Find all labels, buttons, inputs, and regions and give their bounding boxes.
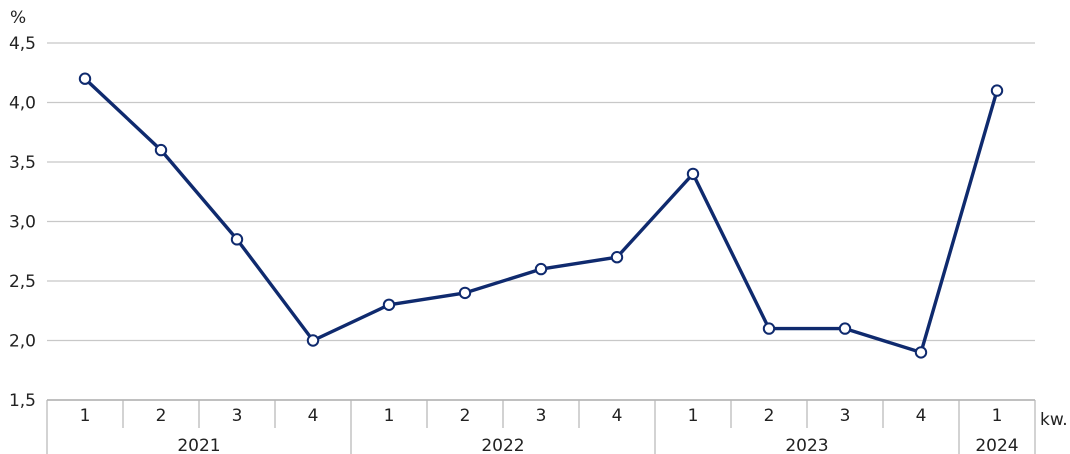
x-tick-label-year: 2023: [785, 436, 828, 454]
data-point: [838, 322, 852, 335]
x-tick-label-quarter: 1: [80, 406, 91, 426]
y-axis-unit-label: %: [10, 8, 26, 28]
x-tick-label-quarter: 3: [536, 406, 547, 426]
data-point: [686, 167, 700, 181]
data-point: [610, 251, 624, 264]
data-point: [534, 262, 548, 276]
x-tick-label-quarter: 3: [840, 406, 851, 426]
data-series: [78, 72, 1004, 359]
x-tick-label-quarter: 1: [384, 406, 395, 426]
data-point: [382, 298, 396, 311]
y-axis-ticks: 1,5 2,0 2,5 3,0 3,5 4,0 4,5: [9, 34, 36, 411]
data-point: [154, 143, 168, 157]
y-tick-label: 4,5: [9, 34, 36, 54]
data-point: [306, 334, 320, 347]
data-point: [458, 286, 472, 300]
y-tick-label: 2,0: [9, 332, 36, 352]
x-tick-label-quarter: 1: [992, 406, 1003, 426]
x-axis: 1 2 3 4 2021 1 2 3 4 2022 1 2 3 4 2023 1 2024: [46, 400, 1036, 454]
x-axis-unit-label: kw.: [1040, 410, 1068, 430]
x-tick-label-quarter: 2: [460, 406, 471, 426]
x-tick-label-quarter: 3: [232, 406, 243, 426]
x-tick-label-quarter: 2: [156, 406, 167, 426]
data-point: [990, 84, 1004, 97]
y-tick-label: 3,5: [9, 153, 36, 173]
data-point: [914, 346, 928, 359]
y-tick-label: 4,0: [9, 94, 36, 114]
y-tick-label: 1,5: [9, 391, 36, 411]
x-tick-label-quarter: 2: [764, 406, 775, 426]
x-tick-label-year: 2021: [177, 436, 220, 454]
x-tick-label-quarter: 4: [916, 406, 927, 426]
data-point: [78, 72, 92, 85]
x-tick-label-quarter: 4: [612, 406, 623, 426]
x-tick-label-quarter: 1: [688, 406, 699, 426]
y-tick-label: 2,5: [9, 272, 36, 292]
gridlines: [47, 42, 1035, 401]
x-tick-label-year: 2022: [481, 436, 524, 454]
series-line: [83, 76, 999, 355]
data-point: [230, 233, 244, 246]
data-point: [762, 322, 776, 335]
y-tick-label: 3,0: [9, 213, 36, 233]
x-tick-label-quarter: 4: [308, 406, 319, 426]
x-tick-label-year: 2024: [975, 436, 1018, 454]
